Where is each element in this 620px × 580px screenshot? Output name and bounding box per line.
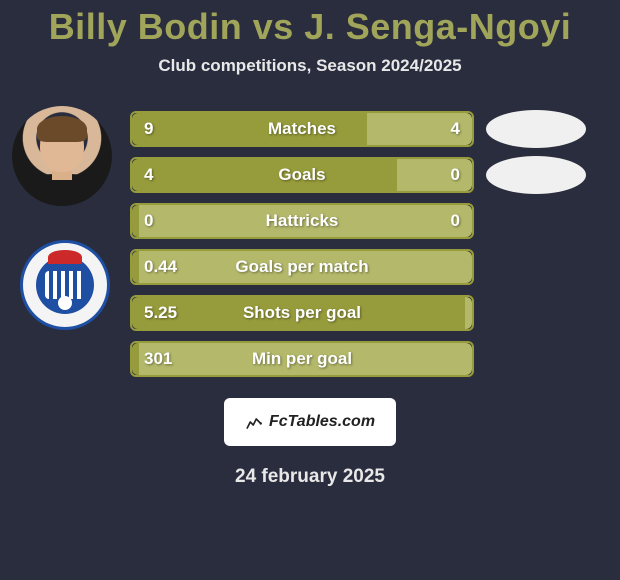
stat-value-right: 0	[451, 165, 460, 185]
stat-value-left: 9	[144, 119, 153, 139]
generated-date: 24 february 2025	[235, 466, 385, 488]
club-badge-reading	[20, 240, 110, 330]
stat-label: Hattricks	[266, 211, 339, 231]
stat-bar: 4 0 Goals	[130, 157, 474, 193]
stat-value-right: 0	[451, 211, 460, 231]
stat-value-left: 0.44	[144, 257, 177, 277]
page-subtitle: Club competitions, Season 2024/2025	[158, 56, 461, 76]
stat-label: Min per goal	[252, 349, 352, 369]
stat-value-left: 0	[144, 211, 153, 231]
stat-row: 301 Min per goal	[0, 336, 620, 382]
stat-bar-left-fill	[132, 205, 139, 237]
stat-bar: 5.25 Shots per goal	[130, 295, 474, 331]
right-col	[474, 106, 620, 152]
stat-value-left: 301	[144, 349, 172, 369]
player-right-avatar-placeholder	[486, 156, 586, 194]
stat-label: Matches	[268, 119, 336, 139]
comparison-card: Billy Bodin vs J. Senga-Ngoyi Club compe…	[0, 0, 620, 580]
stat-label: Goals per match	[235, 257, 368, 277]
stat-bar-left-fill	[132, 251, 139, 283]
stat-label: Shots per goal	[243, 303, 361, 323]
fctables-watermark: FcTables.com	[224, 398, 396, 446]
stat-bar-left-fill	[132, 343, 139, 375]
left-col-spacer	[0, 336, 130, 382]
right-col	[474, 336, 620, 382]
stat-label: Goals	[278, 165, 325, 185]
page-title: Billy Bodin vs J. Senga-Ngoyi	[49, 6, 572, 48]
stat-bar: 0 0 Hattricks	[130, 203, 474, 239]
stat-bar-left-fill	[132, 159, 397, 191]
stat-value-right: 4	[451, 119, 460, 139]
player-left-avatar	[12, 106, 112, 206]
right-col	[474, 152, 620, 198]
right-col	[474, 198, 620, 244]
player-right-avatar-placeholder	[486, 110, 586, 148]
stat-bar-right-fill	[397, 159, 472, 191]
right-col	[474, 290, 620, 336]
stat-bar: 0.44 Goals per match	[130, 249, 474, 285]
stat-bar: 9 4 Matches	[130, 111, 474, 147]
right-col	[474, 244, 620, 290]
stat-bar: 301 Min per goal	[130, 341, 474, 377]
fctables-logo-icon	[245, 413, 263, 431]
stat-bar-right-fill	[465, 297, 472, 329]
stat-value-left: 4	[144, 165, 153, 185]
stat-value-left: 5.25	[144, 303, 177, 323]
fctables-watermark-text: FcTables.com	[269, 413, 375, 431]
stats-chart: 9 4 Matches 4 0 Goals 0 0 Hattricks 0.44 Goals per…	[0, 106, 620, 382]
